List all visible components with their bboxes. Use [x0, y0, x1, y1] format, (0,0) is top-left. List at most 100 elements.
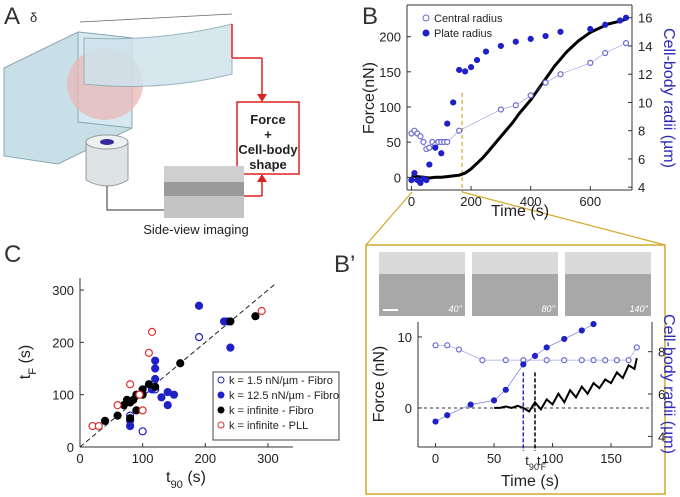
data-point	[462, 68, 469, 75]
y-tick-label: 10	[398, 330, 412, 345]
data-point	[176, 359, 185, 368]
connector-line	[411, 42, 627, 150]
data-point	[151, 364, 160, 373]
legend-swatch	[217, 376, 225, 384]
data-point	[151, 356, 160, 365]
data-point	[542, 32, 549, 40]
data-point	[467, 64, 475, 71]
delta-label: δ	[30, 10, 37, 25]
data-point	[426, 144, 433, 151]
data-point	[251, 312, 260, 321]
y2-tick-label: 6	[638, 152, 645, 167]
panel-label: B	[362, 3, 378, 30]
legend-label: k = 12.5 nN/µm - Fibro	[229, 390, 339, 402]
legend-swatch	[217, 406, 225, 414]
box-text: Force	[250, 112, 285, 127]
data-point	[420, 138, 427, 146]
data-point	[602, 357, 609, 364]
data-point	[613, 357, 621, 364]
y2-tick-label: 10	[638, 95, 652, 110]
y-axis-label: Force(nN)	[361, 62, 378, 134]
data-point	[578, 327, 585, 334]
x-tick-label: 100	[542, 451, 564, 466]
data-point	[616, 17, 624, 24]
data-point	[163, 401, 172, 410]
micrograph-detail	[565, 252, 651, 274]
y-tick-label: 0	[394, 170, 401, 185]
data-point	[423, 177, 430, 184]
zoom-line	[461, 191, 666, 246]
data-point	[169, 390, 179, 399]
data-point	[512, 38, 519, 45]
data-point	[490, 397, 498, 404]
data-line	[411, 17, 627, 180]
data-point	[226, 317, 235, 326]
data-point	[622, 40, 630, 47]
x-tick-label: 400	[520, 194, 542, 209]
data-point	[126, 414, 135, 423]
micrograph-detail	[472, 252, 558, 274]
time-marker-label: tF	[537, 453, 547, 472]
data-point	[527, 92, 534, 99]
legend-label: k = infinite - Fibro	[229, 405, 314, 417]
data-point	[512, 102, 519, 109]
data-point	[473, 56, 481, 64]
y-tick-label: 0	[405, 401, 412, 416]
data-point	[226, 343, 235, 352]
data-point	[126, 380, 135, 389]
x-axis-label-part: t	[166, 469, 171, 486]
data-point	[147, 327, 157, 336]
time-marker-label: t90	[525, 453, 539, 472]
data-point	[590, 321, 597, 328]
data-point	[590, 357, 597, 364]
y-tick-label: 100	[379, 100, 401, 115]
x-tick-label: 0	[408, 194, 415, 209]
x-tick-label: 0	[432, 451, 439, 466]
time-marker-label-part: 90	[529, 462, 539, 472]
data-point	[543, 344, 550, 351]
panel-label: C	[4, 241, 21, 268]
y-tick-label: 200	[379, 30, 401, 45]
arrow-head	[257, 174, 267, 182]
identity-line	[79, 284, 275, 448]
data-point	[578, 357, 585, 364]
data-point	[432, 418, 439, 425]
data-point	[94, 421, 103, 431]
data-point	[113, 401, 122, 410]
data-point	[408, 177, 415, 184]
data-point	[432, 342, 439, 349]
connector	[106, 186, 164, 211]
data-point	[561, 335, 568, 343]
y2-tick-label: 4	[638, 180, 645, 195]
data-point	[411, 169, 418, 177]
legend-swatch	[422, 29, 430, 37]
data-point	[455, 346, 463, 353]
data-point	[157, 393, 166, 402]
data-point	[151, 374, 160, 384]
data-point	[497, 106, 504, 113]
x-tick-label: 200	[194, 451, 216, 466]
data-point	[444, 412, 451, 419]
y2-tick-label: 12	[638, 67, 652, 82]
data-point	[257, 306, 266, 316]
data-point	[502, 357, 509, 364]
output-box	[236, 101, 300, 175]
x-axis-label-part: (s)	[183, 469, 206, 486]
data-point	[113, 411, 122, 420]
legend-swatch	[217, 421, 225, 429]
y-axis-label-part: (s)	[17, 345, 34, 368]
data-point	[467, 401, 474, 408]
time-marker-label-part: F	[541, 462, 547, 472]
x-axis-label-part: 90	[170, 479, 182, 491]
panel-label: B’	[334, 251, 355, 278]
data-point	[482, 48, 490, 55]
y2-tick-label: 16	[638, 11, 652, 26]
y-tick-label: 150	[379, 65, 401, 80]
right-plate	[83, 23, 233, 87]
legend-label: Plate radius	[434, 28, 493, 40]
y-axis-label-part: F	[27, 368, 39, 375]
x-axis-label: t90 (s)	[166, 469, 206, 491]
data-point	[561, 357, 568, 364]
data-point	[587, 59, 594, 67]
data-point	[602, 21, 609, 28]
